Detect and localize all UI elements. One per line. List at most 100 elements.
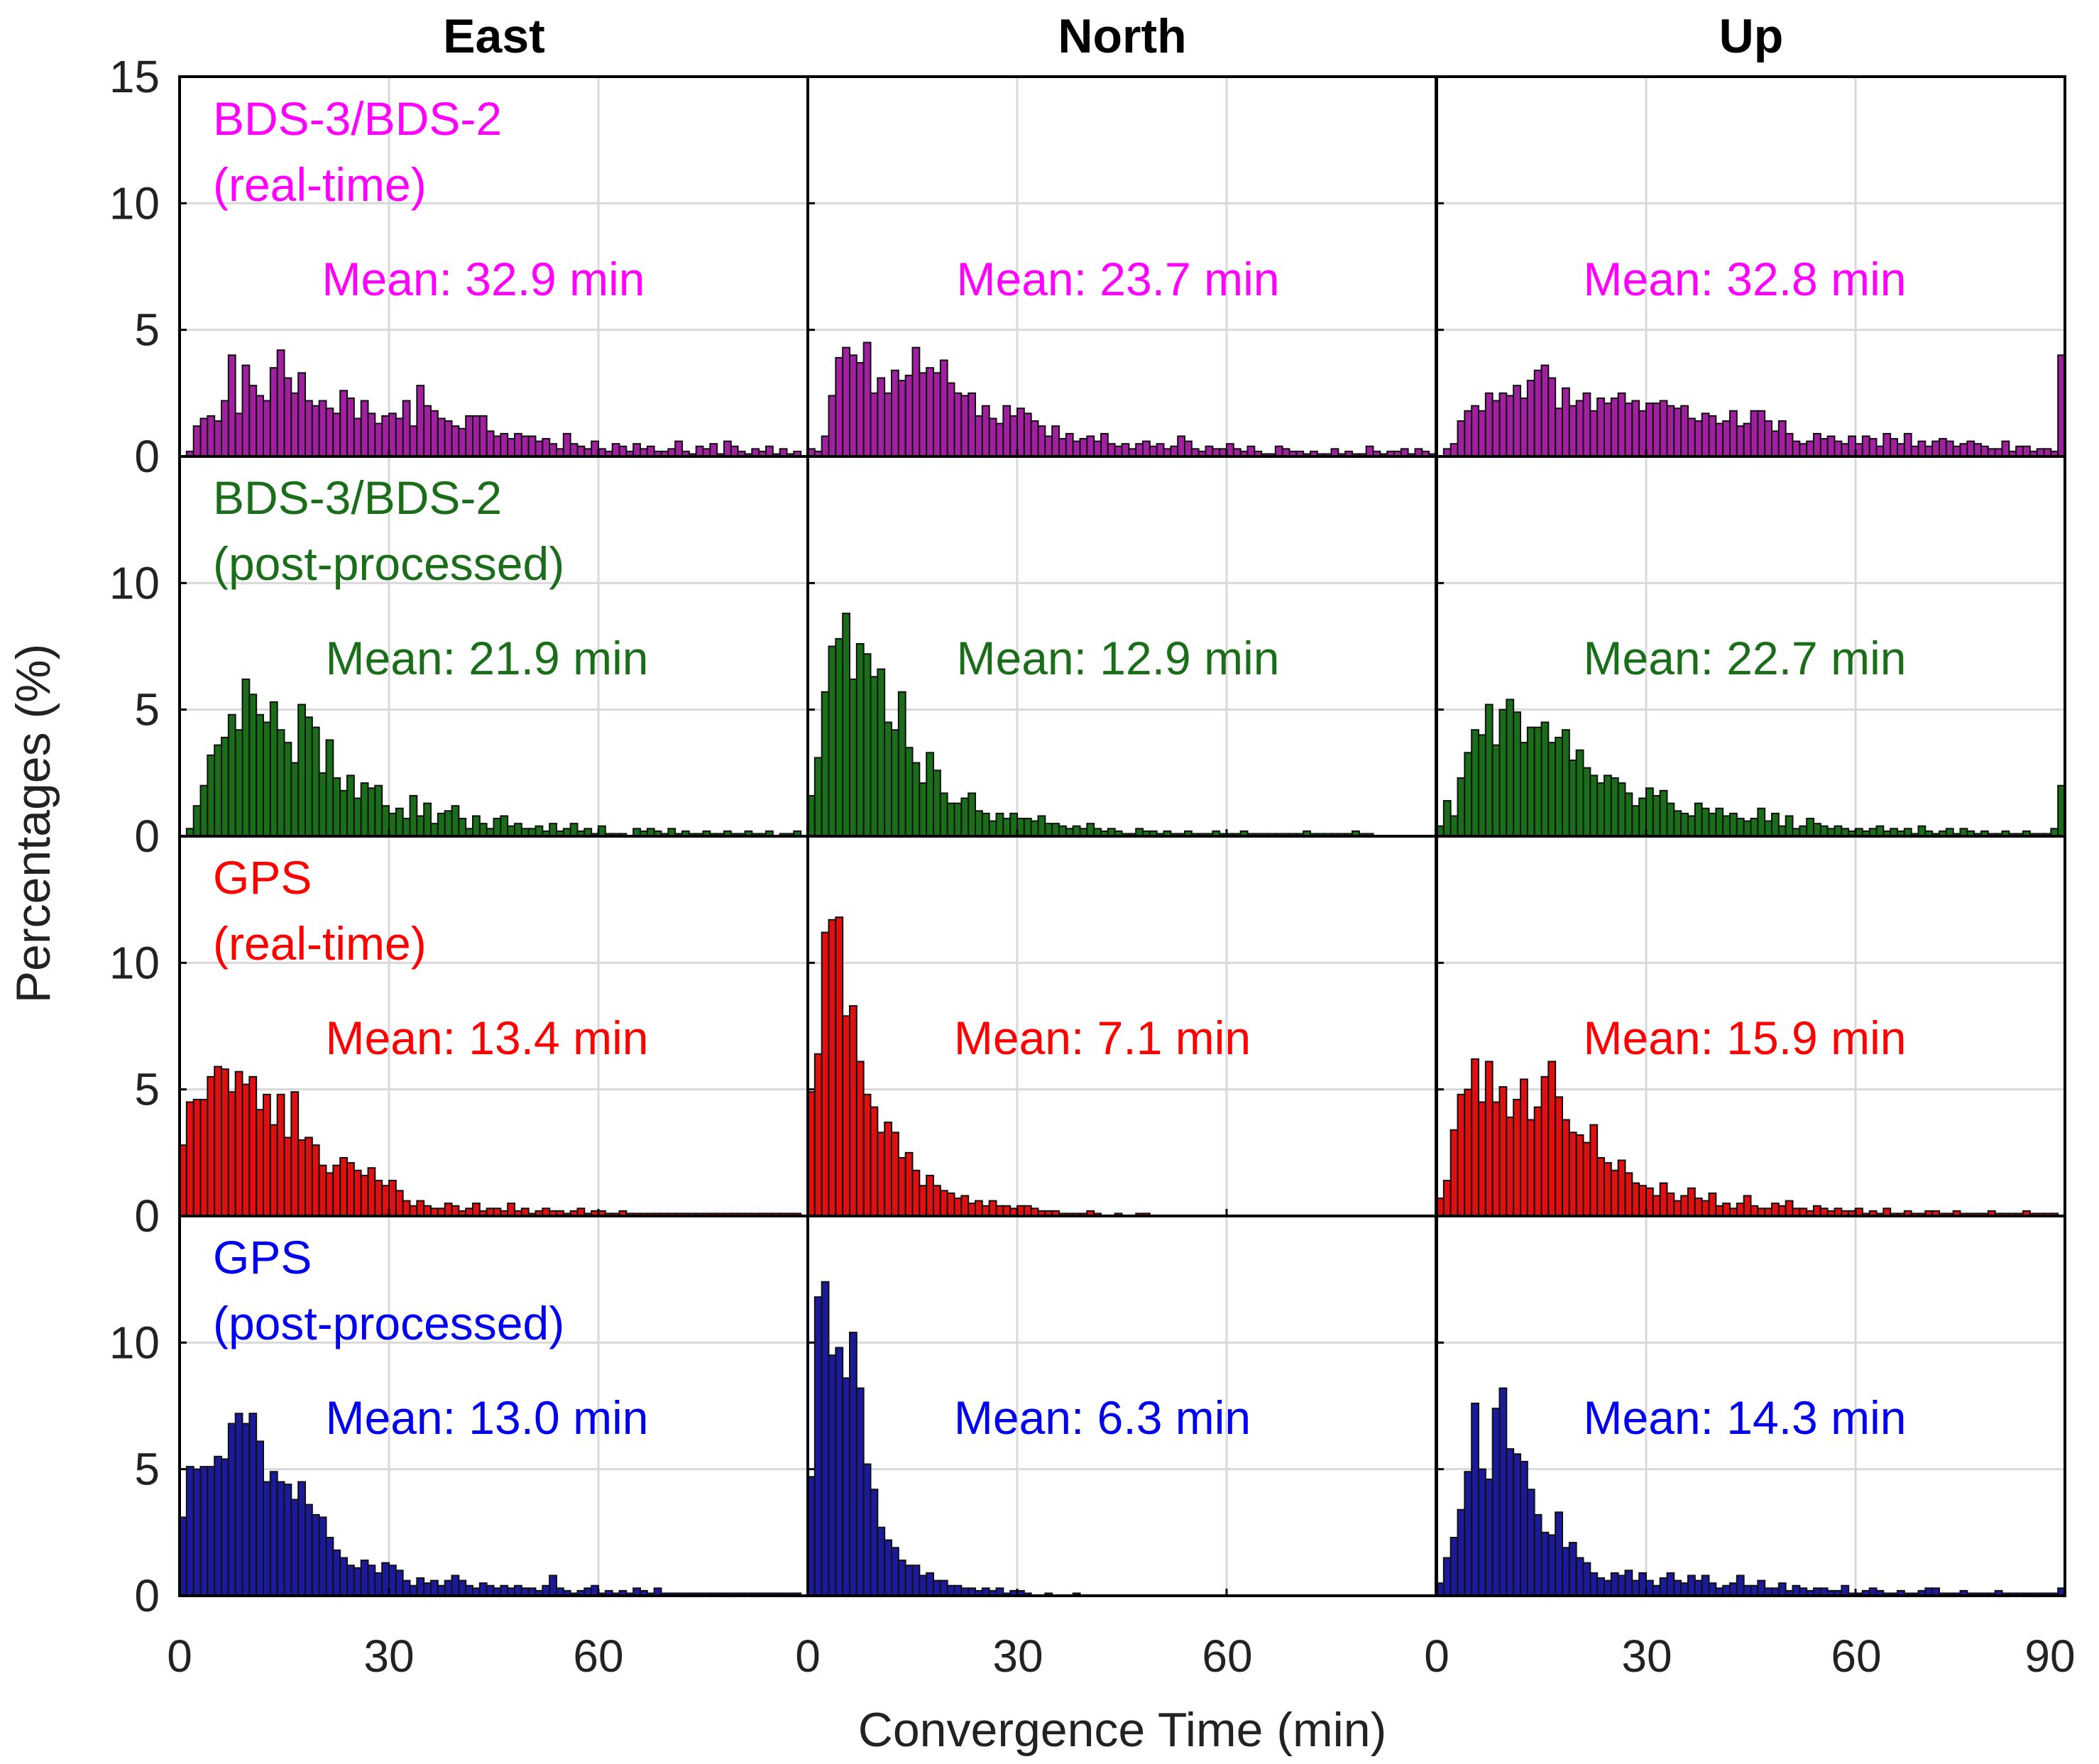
x-tick-label: 90 xyxy=(2024,1631,2075,1682)
histogram-bar xyxy=(1072,825,1081,837)
histogram-bar xyxy=(1771,430,1780,458)
histogram-bar xyxy=(1757,807,1766,838)
histogram-bar xyxy=(1673,407,1682,457)
histogram-bar xyxy=(1617,1574,1626,1596)
histogram-bar xyxy=(290,1499,300,1596)
histogram-bar xyxy=(1079,438,1088,458)
histogram-bar xyxy=(1722,420,1731,458)
histogram-bar xyxy=(953,1198,963,1217)
histogram-bar xyxy=(1506,395,1515,458)
histogram-bar xyxy=(1582,392,1591,458)
y-tick-label: 5 xyxy=(134,684,160,735)
histogram-bar xyxy=(305,1503,313,1597)
histogram-bar xyxy=(353,797,362,837)
histogram-bar xyxy=(360,782,369,837)
histogram-bar xyxy=(835,916,844,1217)
histogram-bar xyxy=(1491,1408,1501,1596)
histogram-bar xyxy=(1555,407,1563,457)
histogram-bar xyxy=(1506,1448,1515,1596)
histogram-bar xyxy=(569,443,579,457)
histogram-bar xyxy=(1135,443,1144,457)
histogram-bar xyxy=(1868,438,1878,458)
histogram-bar xyxy=(1841,443,1850,457)
histogram-bar xyxy=(1750,818,1759,838)
histogram-bar xyxy=(263,1093,271,1217)
histogram-bar xyxy=(332,1549,341,1597)
histogram-bar xyxy=(1562,387,1570,458)
histogram-bar xyxy=(221,736,229,838)
histogram-bar xyxy=(472,1203,481,1217)
histogram-bar xyxy=(919,782,928,837)
histogram-bar xyxy=(1547,742,1557,838)
histogram-bar xyxy=(276,1093,285,1217)
histogram-bar xyxy=(1506,1116,1515,1217)
histogram-bar xyxy=(904,747,914,838)
histogram-bar xyxy=(472,815,481,837)
histogram-bar xyxy=(207,754,216,837)
histogram-bar xyxy=(1785,1200,1794,1217)
histogram-bar xyxy=(1442,800,1452,837)
histogram-bar xyxy=(765,445,774,457)
histogram-bar xyxy=(402,400,411,458)
histogram-bar xyxy=(953,392,963,458)
histogram-bar xyxy=(1457,1508,1466,1596)
histogram-bar xyxy=(318,1164,327,1217)
histogram-bar xyxy=(897,380,906,457)
histogram-bar xyxy=(1645,787,1654,837)
histogram-bar xyxy=(828,1354,837,1597)
histogram-bar xyxy=(1777,1205,1787,1217)
histogram-bar xyxy=(562,432,571,458)
histogram-bar xyxy=(360,1174,369,1217)
histogram-bar xyxy=(221,400,229,458)
histogram-bar xyxy=(507,438,515,458)
histogram-bar xyxy=(1708,812,1717,838)
histogram-bar xyxy=(1743,1584,1752,1596)
histogram-bar xyxy=(1777,1582,1787,1596)
histogram-bar xyxy=(1624,1569,1633,1597)
histogram-bar xyxy=(1604,402,1612,457)
histogram-bar xyxy=(318,772,327,837)
histogram-bar xyxy=(234,412,243,457)
histogram-bar xyxy=(332,777,341,837)
mean-label: Mean: 6.3 min xyxy=(954,1391,1251,1444)
row-label-line1: BDS-3/BDS-2 xyxy=(213,92,502,145)
histogram-bar xyxy=(1666,1572,1675,1596)
histogram-bar xyxy=(1680,405,1689,457)
histogram-bar xyxy=(1861,435,1870,457)
histogram-bar xyxy=(995,422,1004,458)
histogram-bar xyxy=(500,815,509,837)
histogram-bar xyxy=(576,445,586,457)
histogram-bar xyxy=(409,1205,418,1217)
histogram-bar xyxy=(269,367,278,457)
histogram-bar xyxy=(1757,410,1766,457)
histogram-bar xyxy=(1513,711,1521,837)
histogram-bar xyxy=(1785,432,1794,458)
histogram-bar xyxy=(1457,1093,1466,1217)
histogram-bar xyxy=(1631,1579,1640,1597)
histogram-bar xyxy=(192,805,202,837)
histogram-bar xyxy=(269,1124,278,1217)
histogram-bar xyxy=(395,807,404,838)
histogram-bar xyxy=(478,823,488,838)
histogram-bar xyxy=(1624,792,1633,837)
histogram-bar xyxy=(862,1093,872,1217)
histogram-bar xyxy=(1834,825,1843,837)
histogram-bar xyxy=(458,1579,467,1597)
histogram-bar xyxy=(478,1582,488,1596)
histogram-bar xyxy=(423,1582,432,1596)
histogram-bar xyxy=(1819,438,1829,458)
histogram-bar xyxy=(458,427,467,458)
histogram-bar xyxy=(214,1065,223,1217)
histogram-bar xyxy=(1743,422,1752,458)
histogram-bar xyxy=(1666,802,1675,838)
histogram-bar xyxy=(520,435,530,457)
histogram-bar xyxy=(1030,420,1039,458)
histogram-bar xyxy=(933,1185,941,1217)
histogram-bar xyxy=(1114,445,1123,457)
y-tick-label: 5 xyxy=(134,305,160,356)
frame-layer xyxy=(178,75,2066,1597)
histogram-bar xyxy=(1617,392,1626,458)
histogram-bar xyxy=(374,422,383,458)
histogram-bar xyxy=(1442,1557,1452,1596)
histogram-bar xyxy=(241,678,251,837)
